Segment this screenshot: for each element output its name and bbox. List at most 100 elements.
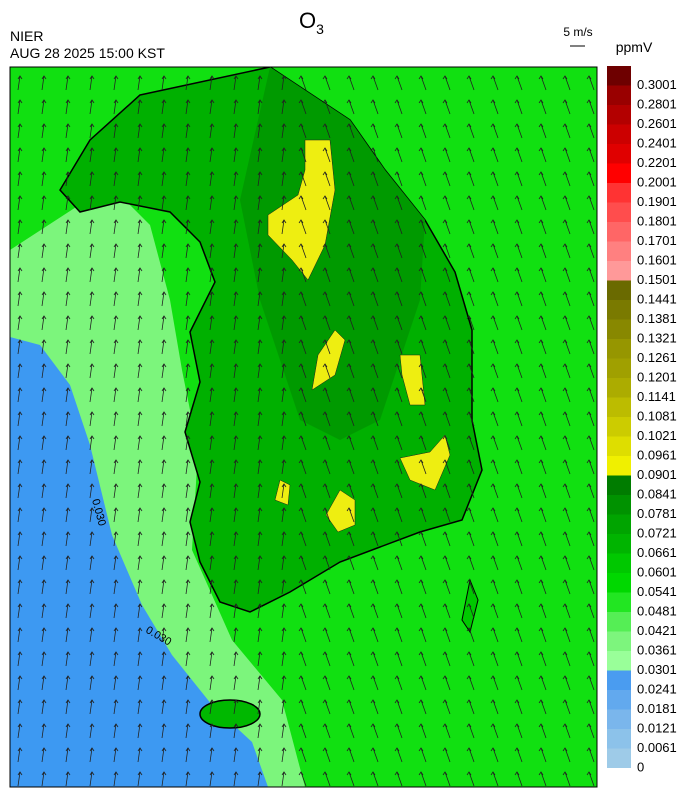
map-frame [9,66,598,788]
wind-arrow [185,435,191,451]
wind-arrow [161,171,167,187]
colorbar-box [607,436,631,456]
wind-arrow [514,579,523,595]
wind-arrow [233,147,239,163]
wind-arrow [538,315,547,331]
wind-arrow [113,339,119,355]
colorbar-box [607,144,631,164]
wind-arrow [257,723,263,739]
wind-arrow [89,147,95,163]
wind-arrow [233,579,239,595]
wind-arrow [322,411,331,427]
wind-arrow [442,243,451,259]
wind-arrow [442,699,451,715]
wind-arrow [322,243,331,259]
wind-arrow [322,531,331,547]
wind-arrow [17,531,23,547]
wind-arrow [586,723,595,739]
wind-arrow [41,99,47,115]
wind-arrow [298,459,307,475]
wind-arrow [562,651,571,667]
wind-arrow [298,723,307,739]
wind-arrow [538,195,547,211]
wind-arrow [394,483,403,499]
wind-arrow [538,363,547,379]
colorbar-label: 0.2801 [637,96,677,111]
wind-arrow [89,411,95,427]
wind-arrow [281,315,287,331]
colorbar-label: 0.0121 [637,720,677,735]
wind-arrow [233,195,239,211]
wind-arrow [466,387,475,403]
wind-arrow [257,747,263,763]
wind-arrow [137,411,143,427]
wind-arrow [17,603,23,619]
wind-arrow [65,579,71,595]
wind-arrow [185,579,191,595]
wind-arrow [586,555,595,571]
wind-arrow [418,171,427,187]
wind-arrow [394,459,403,475]
wind-arrow [89,747,95,763]
wind-arrow [562,243,571,259]
wind-arrow [209,75,215,91]
wind-arrow [490,651,499,667]
wind-arrow [490,75,499,91]
wind-arrow [298,219,307,235]
wind-arrow [394,771,403,787]
wind-arrow [298,171,307,187]
wind-arrow [161,339,167,355]
wind-arrow [281,627,287,643]
wind-arrow [113,627,119,643]
wind-arrow [538,459,547,475]
colorbar: 0 0.0061 0.0121 0.0181 0.0241 0.0301 0.0361 0.0… [607,66,677,774]
wind-arrow [346,579,355,595]
colorbar-label: 0.2201 [637,155,677,170]
wind-arrow [346,603,355,619]
colorbar-box [607,280,631,300]
wind-arrow [113,651,119,667]
wind-arrow [161,699,167,715]
wind-arrow [586,219,595,235]
colorbar-box [607,612,631,632]
wind-arrow [17,483,23,499]
wind-arrow [490,387,499,403]
wind-arrow [514,459,523,475]
wind-arrow [185,195,191,211]
colorbar-label: 0.1321 [637,330,677,345]
wind-arrow [322,435,331,451]
wind-arrow [442,339,451,355]
wind-arrow [490,147,499,163]
wind-arrow [137,603,143,619]
wind-arrow [586,291,595,307]
wind-arrow [298,411,307,427]
wind-arrow [322,195,331,211]
wind-arrow [394,699,403,715]
wind-arrow [17,747,23,763]
colorbar-label: 0.0961 [637,447,677,462]
colorbar-label: 0.2001 [637,174,677,189]
wind-arrow [394,555,403,571]
wind-arrow [113,435,119,451]
colorbar-box [607,378,631,398]
wind-arrow [17,459,23,475]
colorbar-box [607,222,631,242]
colorbar-box [607,709,631,729]
wind-arrow [418,579,427,595]
wind-arrow [41,147,47,163]
wind-arrow [346,219,355,235]
wind-arrow [514,339,523,355]
wind-arrow [442,459,451,475]
wind-arrow [65,411,71,427]
wind-arrow [538,267,547,283]
wind-arrow [257,219,263,235]
wind-arrow [89,75,95,91]
wind-arrow [442,171,451,187]
wind-arrow [281,675,287,691]
wind-arrow [41,699,47,715]
wind-arrow [298,99,307,115]
wind-arrow [370,411,379,427]
wind-arrow [466,267,475,283]
wind-arrow [394,651,403,667]
wind-arrow [490,195,499,211]
